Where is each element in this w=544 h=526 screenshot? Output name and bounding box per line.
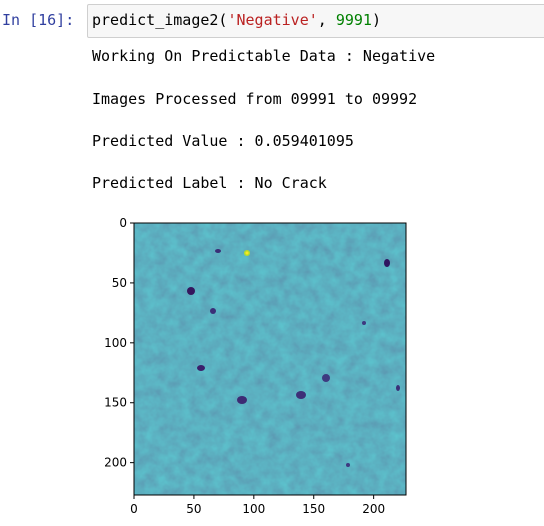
code-number-argument: 9991 [335, 11, 372, 29]
y-axis: 0 50 100 150 200 [104, 216, 134, 470]
y-tick-label: 150 [104, 396, 127, 410]
x-tick-label: 50 [186, 502, 201, 516]
image-content [134, 223, 406, 495]
code-close-paren: ) [371, 11, 381, 29]
input-prompt: In [16]: [2, 11, 75, 29]
x-tick-label: 200 [362, 502, 385, 516]
image-plot-svg: 0 50 100 150 200 0 50 100 150 200 [104, 216, 407, 516]
code-separator: , [317, 11, 336, 29]
x-tick-label: 0 [130, 502, 138, 516]
code-line: predict_image2('Negative', 9991) [92, 11, 381, 29]
x-axis: 0 50 100 150 200 [130, 495, 385, 516]
y-tick-label: 100 [104, 336, 127, 350]
y-tick-label: 0 [119, 216, 127, 230]
x-tick-label: 150 [302, 502, 325, 516]
y-tick-label: 200 [104, 456, 127, 470]
code-function-call: predict_image2( [92, 11, 228, 29]
image-plot: 0 50 100 150 200 0 50 100 150 200 [90, 210, 430, 526]
image-texture [134, 223, 406, 495]
image-dark-spots [187, 249, 400, 467]
code-input-area[interactable]: predict_image2('Negative', 9991) [87, 4, 544, 38]
image-frame [133, 222, 407, 496]
y-tick-label: 50 [112, 276, 127, 290]
image-bright-spot-core [245, 251, 249, 255]
x-tick-label: 100 [242, 502, 265, 516]
output-predicted-value: Predicted Value : 0.059401095 [92, 132, 354, 150]
code-string-argument: 'Negative' [227, 11, 318, 29]
output-predicted-label: Predicted Label : No Crack [92, 174, 327, 192]
output-working-on: Working On Predictable Data : Negative [92, 47, 436, 65]
output-images-processed: Images Processed from 09991 to 09992 [92, 90, 418, 108]
